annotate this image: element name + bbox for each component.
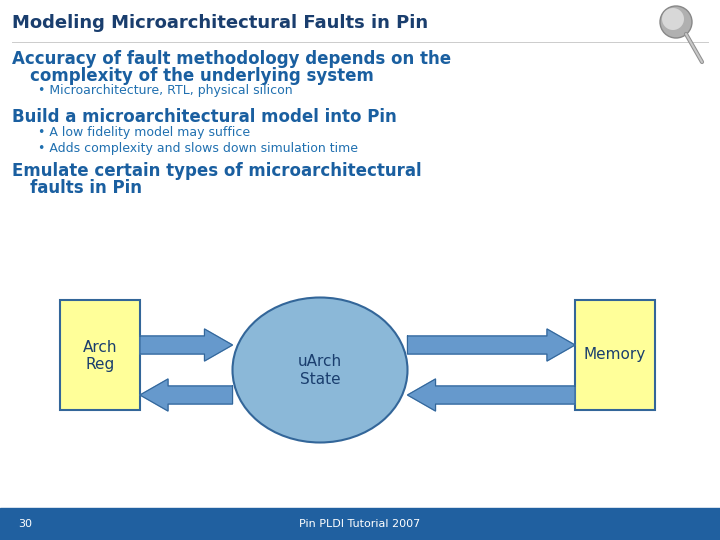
Text: • Microarchitecture, RTL, physical silicon: • Microarchitecture, RTL, physical silic… (38, 84, 292, 97)
Text: Memory: Memory (584, 348, 646, 362)
Circle shape (662, 8, 684, 30)
Text: • Adds complexity and slows down simulation time: • Adds complexity and slows down simulat… (38, 142, 358, 155)
Text: Arch: Arch (83, 341, 117, 355)
Ellipse shape (233, 298, 408, 442)
Text: Pin PLDI Tutorial 2007: Pin PLDI Tutorial 2007 (300, 519, 420, 529)
Text: Build a microarchitectural model into Pin: Build a microarchitectural model into Pi… (12, 108, 397, 126)
FancyBboxPatch shape (575, 300, 655, 410)
Text: Reg: Reg (86, 357, 114, 373)
Polygon shape (140, 329, 233, 361)
Text: complexity of the underlying system: complexity of the underlying system (30, 67, 374, 85)
Text: Accuracy of fault methodology depends on the: Accuracy of fault methodology depends on… (12, 50, 451, 68)
Text: • A low fidelity model may suffice: • A low fidelity model may suffice (38, 126, 250, 139)
Text: 30: 30 (18, 519, 32, 529)
Polygon shape (408, 329, 575, 361)
Circle shape (660, 6, 692, 38)
Bar (0, 508, 720, 540)
Text: Modeling Microarchitectural Faults in Pin: Modeling Microarchitectural Faults in Pi… (12, 14, 428, 32)
Text: Emulate certain types of microarchitectural: Emulate certain types of microarchitectu… (12, 162, 422, 180)
Text: State: State (300, 373, 341, 388)
Polygon shape (408, 379, 575, 411)
Text: faults in Pin: faults in Pin (30, 179, 142, 197)
Text: uArch: uArch (298, 354, 342, 368)
FancyBboxPatch shape (60, 300, 140, 410)
Polygon shape (140, 379, 233, 411)
